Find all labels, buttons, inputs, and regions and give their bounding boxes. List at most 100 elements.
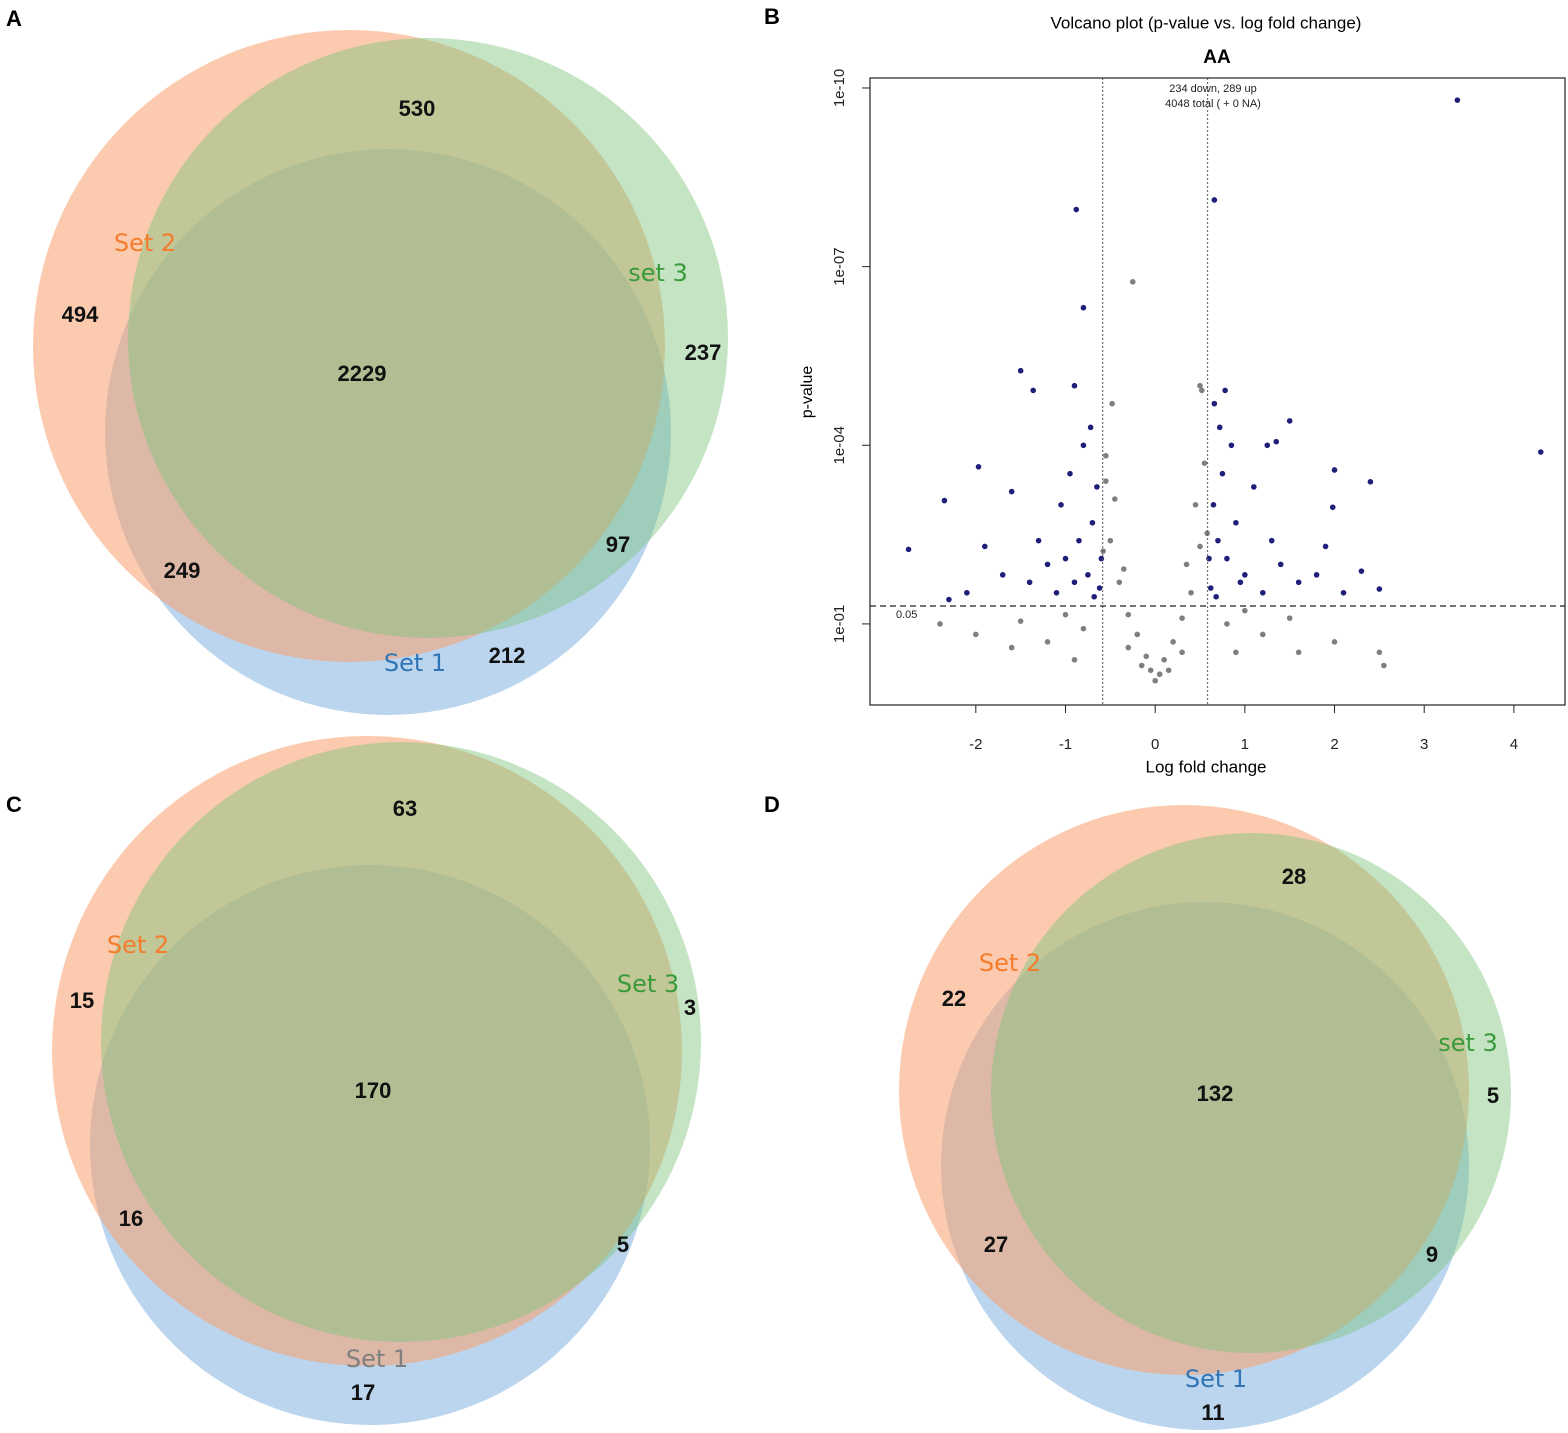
plot-frame	[869, 77, 1566, 706]
panel-letter: B	[764, 4, 780, 29]
region-count: 530	[399, 96, 436, 121]
point	[1094, 484, 1100, 490]
point	[1080, 625, 1087, 632]
point	[905, 546, 912, 553]
region-count: 22	[942, 986, 966, 1011]
point	[946, 596, 952, 603]
point	[1358, 568, 1365, 574]
point	[1008, 488, 1015, 495]
annotation: 4048 total ( + 0 NA)	[1165, 98, 1261, 110]
region-count: 494	[62, 302, 99, 327]
region-count: 16	[119, 1206, 143, 1231]
point	[1120, 566, 1127, 572]
point	[1098, 555, 1105, 562]
point	[1008, 644, 1015, 651]
point	[1207, 585, 1214, 591]
point	[1222, 387, 1228, 394]
point	[1201, 460, 1208, 466]
point	[1035, 537, 1042, 544]
point	[1183, 561, 1190, 568]
point	[1087, 424, 1094, 431]
point	[1313, 572, 1320, 578]
set-label: set 3	[1438, 1029, 1498, 1057]
point	[1228, 442, 1235, 449]
region-count: 11	[1201, 1400, 1224, 1425]
point	[1125, 644, 1132, 651]
point	[1211, 400, 1218, 407]
chart-title: Volcano plot (p-value vs. log fold chang…	[1051, 13, 1362, 32]
y-tick-label: 1e-10	[831, 69, 848, 107]
annotation: 234 down, 289 up	[1169, 83, 1256, 95]
point	[1109, 400, 1115, 407]
point	[1080, 442, 1087, 449]
point	[1286, 615, 1293, 621]
point	[1152, 677, 1158, 684]
point	[1165, 667, 1172, 674]
point	[1067, 470, 1073, 477]
point	[964, 589, 970, 596]
point	[1134, 631, 1141, 638]
point	[1161, 656, 1167, 663]
set-label: Set 2	[107, 931, 169, 959]
x-axis-label: Log fold change	[1146, 757, 1267, 776]
point	[1286, 418, 1293, 424]
point	[1096, 585, 1103, 591]
point	[1062, 611, 1069, 618]
point	[1192, 502, 1199, 508]
point	[975, 464, 982, 470]
set-label: set 3	[628, 259, 688, 287]
point	[1331, 639, 1338, 645]
x-tick-label: -2	[969, 736, 982, 753]
point	[1062, 555, 1069, 562]
point	[1170, 639, 1176, 645]
point	[1071, 656, 1078, 663]
point	[1206, 555, 1212, 562]
x-tick-label: 1	[1241, 736, 1249, 753]
set-label: Set 1	[346, 1345, 408, 1373]
set-label: Set 1	[384, 649, 446, 677]
region-count: 5	[617, 1232, 629, 1257]
point	[1277, 561, 1284, 568]
point	[1376, 586, 1383, 592]
point	[1264, 442, 1271, 449]
panel-letter: C	[6, 792, 22, 817]
point	[1454, 97, 1461, 103]
region-count: 28	[1282, 864, 1306, 889]
set-circle	[52, 736, 682, 1366]
point	[1076, 537, 1082, 544]
panel-letter: D	[764, 792, 780, 817]
region-count: 5	[1487, 1083, 1499, 1108]
point	[1143, 653, 1150, 660]
point	[1242, 572, 1248, 578]
chart-subtitle: AA	[1203, 47, 1231, 68]
point	[1268, 537, 1275, 544]
point	[1216, 424, 1223, 431]
region-count: 170	[355, 1078, 392, 1103]
point	[1251, 484, 1257, 490]
point	[1233, 649, 1239, 656]
point	[1224, 621, 1230, 627]
point	[1089, 519, 1096, 526]
point	[1107, 537, 1114, 544]
point	[1537, 449, 1544, 455]
point	[941, 497, 948, 504]
point	[1331, 467, 1338, 473]
point	[1242, 607, 1248, 614]
point	[1188, 589, 1194, 596]
point	[1053, 589, 1060, 596]
set-circle	[128, 38, 728, 638]
point	[1367, 478, 1374, 485]
region-count: 3	[684, 995, 696, 1020]
region-count: 15	[70, 988, 94, 1013]
region-count: 27	[984, 1232, 1008, 1257]
point	[1071, 382, 1078, 389]
point	[1376, 649, 1383, 656]
point	[1295, 649, 1302, 656]
point	[1259, 589, 1266, 596]
set-label: Set 2	[979, 949, 1041, 977]
region-count: 212	[489, 643, 526, 668]
point	[1381, 662, 1387, 669]
y-axis-label: p-value	[799, 366, 816, 419]
point	[1179, 649, 1185, 656]
point	[1058, 502, 1064, 508]
